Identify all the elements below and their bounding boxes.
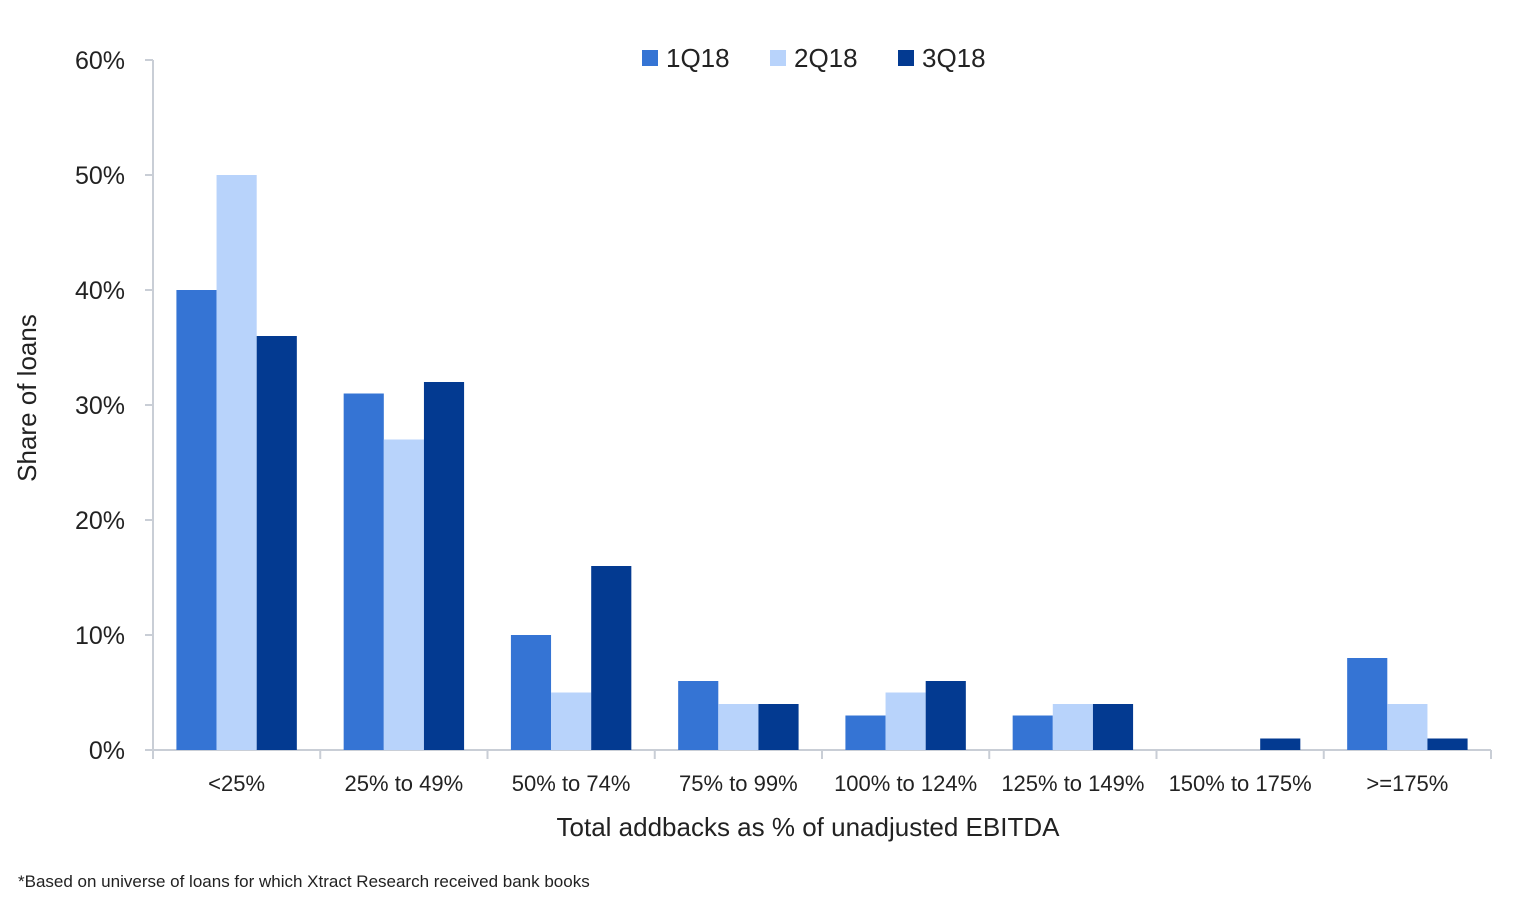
y-tick-label: 0% [89,737,125,765]
legend-swatch [898,50,914,66]
x-tick-label: <25% [208,771,265,796]
legend: 1Q18 2Q18 3Q18 [642,43,986,73]
bar-3q18 [423,382,465,750]
bar-1q18 [176,290,217,750]
bars [176,175,1468,750]
bar-3q18 [1427,738,1468,750]
bar-2q18 [551,692,592,750]
bar-1q18 [343,393,384,750]
bar-2q18 [885,692,926,750]
bar-1q18 [678,681,719,750]
bar-2q18 [1387,704,1428,750]
bar-1q18 [845,715,886,750]
x-tick-label: 150% to 175% [1169,771,1312,796]
x-tick-label: 75% to 99% [679,771,798,796]
legend-label: 3Q18 [922,43,986,73]
x-axis: <25% 25% to 49% 50% to 74% 75% to 99% 100% t… [152,749,1492,796]
y-axis-title: Share of loans [12,314,42,482]
bar-2q18 [216,175,257,750]
x-tick-label: >=175% [1366,771,1448,796]
bar-1q18 [510,635,552,750]
y-axis: 0% 10% 20% 30% 40% 50% 60% [75,47,154,765]
y-tick-label: 40% [75,277,125,305]
bar-2q18 [383,439,424,750]
bar-1q18 [1347,658,1388,750]
legend-swatch [770,50,786,66]
bar-3q18 [1092,704,1134,750]
bar-3q18 [758,704,799,750]
x-axis-title: Total addbacks as % of unadjusted EBITDA [557,812,1061,842]
legend-swatch [642,50,658,66]
y-tick-label: 20% [75,507,125,535]
legend-label: 1Q18 [666,43,730,73]
legend-label: 2Q18 [794,43,858,73]
bar-3q18 [256,336,297,750]
y-tick-label: 10% [75,622,125,650]
y-tick-label: 50% [75,162,125,190]
footnote: *Based on universe of loans for which Xt… [18,872,590,891]
bar-3q18 [1260,738,1301,750]
x-tick-label: 100% to 124% [834,771,977,796]
x-tick-label: 50% to 74% [512,771,631,796]
y-tick-label: 60% [75,47,125,75]
bar-2q18 [1052,704,1093,750]
x-tick-label: 125% to 149% [1001,771,1144,796]
bar-1q18 [1012,715,1053,750]
bar-3q18 [591,566,632,750]
bar-3q18 [925,681,966,750]
chart: 1Q18 2Q18 3Q18 0% 10% 20% 30% 40% 50% 60% <25% 25… [12,43,1492,842]
x-tick-label: 25% to 49% [345,771,464,796]
bar-2q18 [718,704,759,750]
y-tick-label: 30% [75,392,125,420]
